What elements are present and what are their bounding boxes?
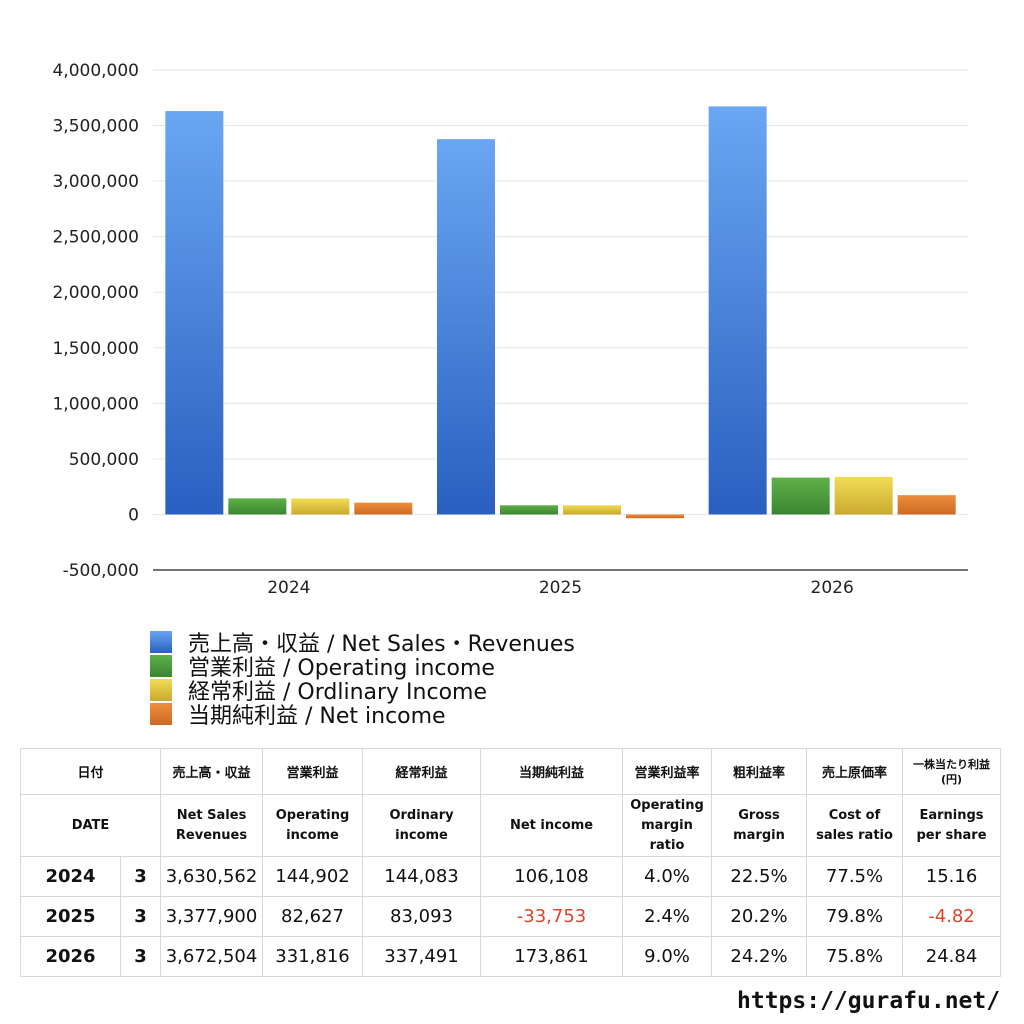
header-ord-en: Ordinary income xyxy=(362,794,482,857)
legend-label-ordinary: 経常利益 / Ordlinary Income xyxy=(188,680,487,705)
cell-ord: 337,491 xyxy=(362,936,482,977)
cell-eps: 24.84 xyxy=(902,936,1002,977)
bar-chart: 4,000,000 3,500,000 3,000,000 2,500,000 2,00… xyxy=(52,61,968,598)
cell-ord: 83,093 xyxy=(362,896,482,937)
header-net-jp: 当期純利益 xyxy=(480,748,624,795)
legend-item-sales: 売上高・収益 / Net Sales・Revenues xyxy=(150,630,575,657)
cell-month: 3 xyxy=(119,896,162,937)
cell-gm: 22.5% xyxy=(711,856,808,897)
cell-net: -33,753 xyxy=(480,896,624,937)
cell-cos: 75.8% xyxy=(806,936,904,977)
bar-ordinary-2025 xyxy=(563,505,621,515)
bar-operating-2024 xyxy=(228,498,287,515)
legend-item-net: 当期純利益 / Net income xyxy=(150,702,575,729)
y-tick-label: 2,000,000 xyxy=(52,283,139,303)
legend-swatch-net xyxy=(150,703,172,725)
header-date-jp: 日付 xyxy=(19,748,162,795)
cell-sales: 3,377,900 xyxy=(160,896,264,937)
header-gm-en: Gross margin xyxy=(711,794,808,857)
bar-net-2025 xyxy=(626,514,684,519)
site-url: https://gurafu.net/ xyxy=(737,988,1001,1014)
cell-sales: 3,630,562 xyxy=(160,856,264,897)
y-axis-ticks: 4,000,000 3,500,000 3,000,000 2,500,000 2,00… xyxy=(52,61,139,581)
bar-ordinary-2026 xyxy=(834,476,893,515)
legend-swatch-sales xyxy=(150,631,172,653)
cell-gm: 20.2% xyxy=(711,896,808,937)
y-tick-label: 1,000,000 xyxy=(52,394,139,414)
x-category-label: 2024 xyxy=(267,578,310,598)
header-cos-en: Cost of sales ratio xyxy=(806,794,904,857)
gridlines xyxy=(153,69,968,515)
header-date-en: DATE xyxy=(19,794,162,857)
header-cos-jp: 売上原価率 xyxy=(806,748,904,795)
bar-net-2024 xyxy=(354,502,413,515)
bar-sales-2026 xyxy=(708,106,767,515)
y-tick-label: 4,000,000 xyxy=(52,61,139,81)
cell-cos: 79.8% xyxy=(806,896,904,937)
legend-item-ordinary: 経常利益 / Ordlinary Income xyxy=(150,678,575,705)
table-header-en: DATE Net Sales Revenues Operating income… xyxy=(19,794,1002,857)
legend: 売上高・収益 / Net Sales・Revenues 営業利益 / Opera… xyxy=(150,630,575,729)
y-tick-label: 3,000,000 xyxy=(52,172,139,192)
legend-item-operating: 営業利益 / Operating income xyxy=(150,654,575,681)
table-row: 2024 3 3,630,562 144,902 144,083 106,108… xyxy=(20,856,1002,897)
table-row: 2025 3 3,377,900 82,627 83,093 -33,753 2… xyxy=(20,896,1002,937)
cell-op: 331,816 xyxy=(262,936,364,977)
legend-swatch-ordinary xyxy=(150,679,172,701)
bar-operating-2025 xyxy=(500,505,558,515)
cell-op: 144,902 xyxy=(262,856,364,897)
header-op-jp: 営業利益 xyxy=(262,748,364,795)
cell-year: 2026 xyxy=(20,936,121,977)
cell-opm: 9.0% xyxy=(622,936,713,977)
cell-net: 106,108 xyxy=(480,856,624,897)
bar-sales-2024 xyxy=(165,111,224,515)
header-opm-jp: 営業利益率 xyxy=(622,748,713,795)
header-sales-en: Net Sales Revenues xyxy=(160,794,264,857)
bars xyxy=(165,106,956,519)
y-tick-label: 3,500,000 xyxy=(52,117,139,137)
cell-opm: 4.0% xyxy=(622,856,713,897)
header-sales-jp: 売上高・収益 xyxy=(160,748,264,795)
cell-ord: 144,083 xyxy=(362,856,482,897)
header-opm-en: Operating margin ratio xyxy=(622,794,713,857)
bar-sales-2025 xyxy=(437,139,495,515)
header-eps-en: Earnings per share xyxy=(902,794,1002,857)
y-tick-label: 1,500,000 xyxy=(52,339,139,359)
cell-month: 3 xyxy=(119,856,162,897)
cell-gm: 24.2% xyxy=(711,936,808,977)
cell-net: 173,861 xyxy=(480,936,624,977)
cell-sales: 3,672,504 xyxy=(160,936,264,977)
y-tick-label: 0 xyxy=(128,505,139,525)
cell-year: 2025 xyxy=(20,896,121,937)
cell-year: 2024 xyxy=(20,856,121,897)
x-category-label: 2025 xyxy=(539,578,582,598)
header-ord-jp: 経常利益 xyxy=(362,748,482,795)
header-net-en: Net income xyxy=(480,794,624,857)
legend-swatch-operating xyxy=(150,655,172,677)
y-tick-label: -500,000 xyxy=(63,561,139,581)
header-op-en: Operating income xyxy=(262,794,364,857)
header-eps-jp: 一株当たり利益 (円) xyxy=(902,748,1002,795)
legend-label-sales: 売上高・収益 / Net Sales・Revenues xyxy=(188,632,575,657)
x-axis-categories: 2024 2025 2026 xyxy=(267,578,854,598)
bar-operating-2026 xyxy=(771,477,830,515)
cell-month: 3 xyxy=(119,936,162,977)
bar-ordinary-2024 xyxy=(291,498,350,515)
y-tick-label: 2,500,000 xyxy=(52,228,139,248)
legend-label-net: 当期純利益 / Net income xyxy=(188,704,446,729)
y-tick-label: 500,000 xyxy=(69,450,139,470)
cell-cos: 77.5% xyxy=(806,856,904,897)
cell-eps: 15.16 xyxy=(902,856,1002,897)
cell-op: 82,627 xyxy=(262,896,364,937)
cell-opm: 2.4% xyxy=(622,896,713,937)
x-category-label: 2026 xyxy=(811,578,854,598)
table-row: 2026 3 3,672,504 331,816 337,491 173,861… xyxy=(20,936,1002,977)
legend-label-operating: 営業利益 / Operating income xyxy=(188,656,495,681)
bar-net-2026 xyxy=(897,495,956,515)
financial-table: 日付 売上高・収益 営業利益 経常利益 当期純利益 営業利益率 粗利益率 売上原… xyxy=(19,748,1002,977)
table-header-jp: 日付 売上高・収益 営業利益 経常利益 当期純利益 営業利益率 粗利益率 売上原… xyxy=(19,748,1002,795)
header-gm-jp: 粗利益率 xyxy=(711,748,808,795)
cell-eps: -4.82 xyxy=(902,896,1002,937)
